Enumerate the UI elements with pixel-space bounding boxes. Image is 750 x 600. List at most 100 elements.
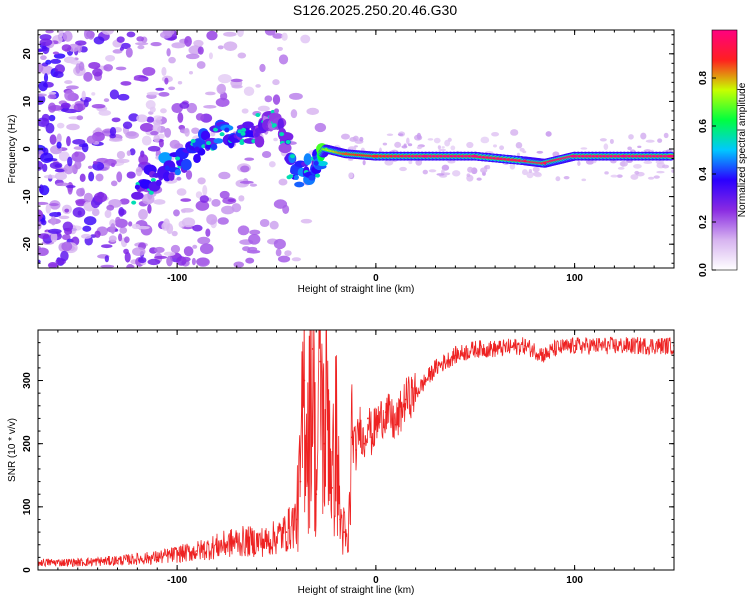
spectrogram-y-ticks: -20 -10 0 10 20 bbox=[22, 34, 674, 264]
spectrogram-noise-blob bbox=[138, 256, 147, 264]
spectrogram-noise-blob bbox=[142, 66, 156, 76]
spectrogram-noise-blob bbox=[43, 174, 57, 179]
spectrogram-noise-blob bbox=[199, 195, 209, 203]
snr-data-point bbox=[196, 550, 198, 552]
spectrogram-noise-blob bbox=[100, 264, 115, 268]
spectrogram-noise-blob bbox=[78, 61, 85, 71]
spectrogram-ridge-point bbox=[622, 154, 626, 158]
spectrogram-noise-blob bbox=[41, 113, 50, 122]
spectrogram-noise-blob bbox=[110, 180, 118, 187]
colorbar-label: Normalized spectral amplitude bbox=[737, 82, 748, 217]
spectrogram-noise-blob bbox=[152, 122, 162, 134]
spectrogram-noise-blob bbox=[179, 101, 190, 109]
colorbar-ticks: 0.0 0.2 0.4 0.6 0.8 bbox=[698, 71, 716, 277]
spectrogram-noise-blob bbox=[116, 150, 126, 160]
spectrogram-noise-blob bbox=[447, 159, 456, 164]
spectrogram-noise-blob bbox=[55, 182, 70, 187]
spectrogram-ridge-blob bbox=[272, 94, 281, 105]
spectrogram-noise-blob bbox=[132, 247, 146, 256]
spectrogram-noise-blob bbox=[150, 131, 159, 136]
spectrogram-ridge-point bbox=[424, 154, 427, 158]
spectrogram-noise-blob bbox=[248, 233, 261, 245]
spectrogram-noise-blob bbox=[300, 218, 313, 224]
spectrogram-noise-blob bbox=[93, 36, 105, 45]
colorbar-tick-label: 0.8 bbox=[698, 71, 709, 85]
spectrogram-noise-blob bbox=[218, 171, 231, 180]
spectrogram-noise-blob bbox=[158, 91, 170, 97]
spectrogram-y-tick-label: -20 bbox=[22, 237, 33, 252]
snr-data-point bbox=[553, 348, 556, 350]
spectrogram-noise-blob bbox=[217, 217, 229, 225]
spectrogram-noise-blob bbox=[106, 204, 115, 211]
spectrogram-noise-blob bbox=[441, 164, 450, 171]
snr-x-ticks: -100 0 100 bbox=[57, 330, 675, 586]
spectrogram-noise-blob bbox=[91, 103, 106, 109]
spectrogram-noise-blob bbox=[64, 80, 73, 85]
spectrogram-noise-blob bbox=[192, 224, 203, 232]
spectrogram-noise-blob bbox=[47, 262, 58, 268]
spectrogram-noise-blob bbox=[384, 159, 394, 166]
spectrogram-noise-blob bbox=[126, 150, 131, 156]
spectrogram-noise-blob bbox=[48, 91, 57, 95]
spectrogram-noise-blob bbox=[241, 108, 249, 114]
spectrogram-noise-blob bbox=[394, 141, 402, 148]
spectrogram-noise-blob bbox=[347, 158, 354, 161]
spectrogram-ridge-blob bbox=[277, 118, 284, 131]
spectrogram-noise-blob bbox=[64, 208, 70, 213]
spectrogram-noise-blob bbox=[176, 188, 187, 196]
spectrogram-noise-blob bbox=[243, 86, 255, 97]
spectrogram-noise-blob bbox=[236, 30, 244, 38]
spectrogram-ridge-blob bbox=[190, 138, 196, 143]
spectrogram-noise-blob bbox=[519, 147, 525, 152]
spectrogram-noise-blob bbox=[168, 56, 176, 64]
spectrogram-noise-blob bbox=[275, 248, 282, 257]
spectrogram-noise-blob bbox=[81, 90, 86, 101]
spectrogram-ridge-blob bbox=[213, 127, 219, 132]
spectrogram-noise-blob bbox=[616, 174, 623, 178]
spectrogram-noise-blob bbox=[196, 61, 206, 69]
spectrogram-noise-blob bbox=[528, 168, 533, 174]
spectrogram-noise-blob bbox=[76, 187, 85, 197]
spectrogram-noise-blob bbox=[217, 74, 232, 84]
spectrogram-noise-blob bbox=[120, 81, 132, 86]
spectrogram-noise-blob bbox=[83, 192, 93, 203]
spectrogram-ridge-blob bbox=[200, 130, 211, 141]
spectrogram-noise-blob bbox=[92, 161, 98, 165]
spectrogram-y-tick-label: 20 bbox=[22, 48, 33, 60]
spectrogram-noise-blob bbox=[416, 132, 422, 140]
spectrogram-ridge-blob bbox=[288, 174, 294, 179]
spectrogram-ridge-blob bbox=[315, 173, 321, 178]
spectrogram-noise-blob bbox=[205, 91, 216, 96]
spectrogram-noise-blob bbox=[79, 173, 86, 182]
spectrogram-ridge-blob bbox=[155, 179, 162, 187]
spectrogram-ridge-point bbox=[543, 161, 547, 165]
spectrogram-ridge-segment bbox=[665, 154, 674, 158]
snr-panel: -100 0 100 0 100 200 300 Height of straight l… bbox=[7, 329, 675, 596]
spectrogram-noise-blob bbox=[136, 36, 145, 42]
spectrogram-noise-blob bbox=[223, 41, 238, 51]
spectrogram-noise-blob bbox=[273, 238, 286, 250]
spectrogram-noise-blob bbox=[277, 255, 291, 263]
snr-data-point bbox=[116, 559, 119, 562]
spectrogram-noise-blob bbox=[122, 121, 133, 129]
spectrogram-ridge-blob bbox=[237, 129, 243, 134]
spectrogram-ridge-blob bbox=[240, 131, 246, 136]
snr-data-point bbox=[307, 442, 310, 445]
spectrogram-noise-blob bbox=[119, 198, 130, 205]
spectrogram-ridge-blob bbox=[213, 138, 224, 144]
spectrogram-noise-blob bbox=[407, 143, 413, 147]
spectrogram-noise-blob bbox=[300, 34, 311, 44]
spectrogram-noise-blob bbox=[88, 61, 101, 69]
spectrogram-noise-blob bbox=[166, 223, 174, 235]
spectrogram-noise-blob bbox=[86, 135, 96, 144]
spectrogram-noise-blob bbox=[467, 166, 474, 173]
spectrogram-noise-blob bbox=[81, 142, 89, 153]
spectrogram-noise-blob bbox=[124, 251, 131, 263]
spectrogram-noise-blob bbox=[191, 127, 200, 134]
spectrogram-noise-blob bbox=[647, 176, 655, 180]
spectrogram-noise-blob bbox=[580, 147, 588, 150]
spectrogram-noise-blob bbox=[166, 48, 171, 57]
spectrogram-noise-blob bbox=[126, 171, 136, 179]
